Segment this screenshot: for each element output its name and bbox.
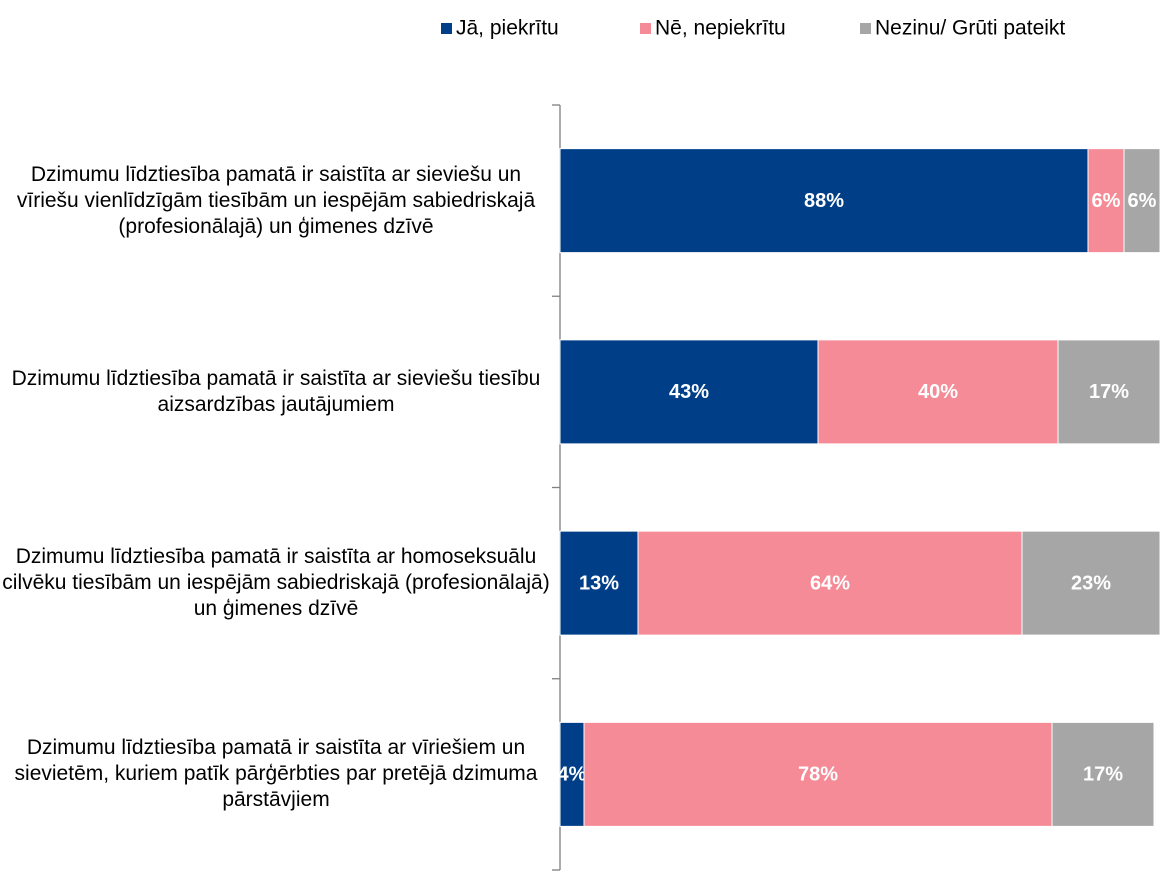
bar-segment: [559, 530, 639, 636]
legend-swatch: [860, 23, 871, 34]
bar-segment: [1123, 148, 1161, 254]
legend-swatch: [640, 23, 651, 34]
value-label: 23%: [1071, 572, 1111, 594]
value-label: 17%: [1083, 764, 1123, 786]
value-label: 13%: [579, 572, 619, 594]
bar-segment: [559, 148, 1089, 254]
value-label: 17%: [1089, 381, 1129, 403]
category-label: Dzimumu līdztiesība pamatā ir saistīta a…: [2, 545, 550, 621]
value-label: 78%: [798, 764, 838, 786]
category-label: Dzimumu līdztiesība pamatā ir saistīta a…: [14, 736, 538, 812]
value-label: 40%: [918, 381, 958, 403]
legend-swatch: [441, 23, 452, 34]
bar-segment: [1051, 721, 1155, 827]
value-label: 88%: [804, 190, 844, 212]
bar-segment: [583, 721, 1053, 827]
value-label: 64%: [810, 572, 850, 594]
value-label: 43%: [669, 381, 709, 403]
legend-label: Jā, piekrītu: [456, 17, 559, 40]
category-label: Dzimumu līdztiesība pamatā ir saistīta a…: [11, 366, 541, 416]
value-label: 6%: [1092, 190, 1121, 212]
legend-label: Nezinu/ Grūti pateikt: [875, 17, 1065, 40]
value-label: 6%: [1128, 190, 1157, 212]
bar-segment: [1021, 530, 1161, 636]
bar-segment: [1087, 148, 1125, 254]
legend-label: Nē, nepiekrītu: [655, 17, 786, 40]
value-label: 4%: [558, 764, 587, 786]
bar-segment: [559, 721, 585, 827]
bar-segment: [1057, 339, 1161, 445]
bar-segment: [559, 339, 819, 445]
bar-segment: [817, 339, 1059, 445]
category-label: Dzimumu līdztiesība pamatā ir saistīta a…: [16, 162, 536, 238]
bar-segment: [637, 530, 1023, 636]
